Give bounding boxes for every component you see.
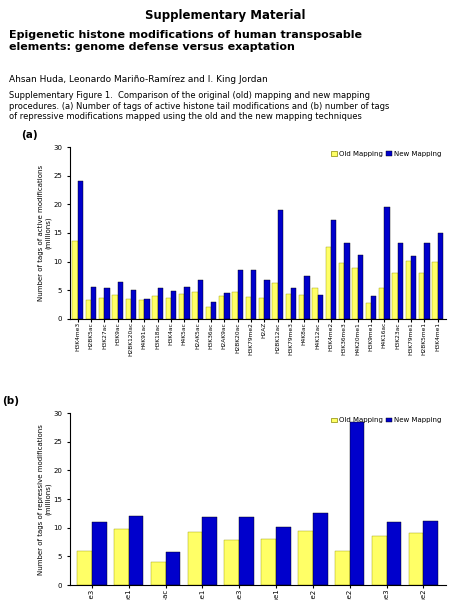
Bar	[238, 270, 243, 319]
Bar	[232, 292, 238, 319]
Bar	[276, 527, 291, 585]
Bar	[409, 533, 423, 585]
Bar	[206, 307, 211, 319]
Legend: Old Mapping, New Mapping: Old Mapping, New Mapping	[331, 151, 442, 158]
Bar	[313, 514, 328, 585]
Bar	[286, 293, 291, 319]
Bar	[384, 207, 390, 319]
Bar	[158, 288, 163, 319]
Bar	[405, 261, 411, 319]
Bar	[261, 539, 276, 585]
Bar	[365, 304, 371, 319]
Bar	[77, 551, 92, 585]
Text: (b): (b)	[2, 397, 19, 406]
Legend: Old Mapping, New Mapping: Old Mapping, New Mapping	[331, 417, 442, 424]
Bar	[259, 298, 264, 319]
Bar	[344, 243, 350, 319]
Bar	[114, 529, 129, 585]
Bar	[392, 273, 397, 319]
Bar	[139, 300, 144, 319]
Bar	[211, 302, 216, 319]
Bar	[291, 289, 296, 319]
Text: (a): (a)	[21, 130, 37, 140]
Bar	[112, 295, 118, 319]
Bar	[424, 243, 429, 319]
Bar	[371, 296, 376, 319]
Bar	[188, 532, 203, 585]
Bar	[411, 256, 416, 319]
Bar	[272, 283, 278, 319]
Bar	[372, 536, 387, 585]
Bar	[331, 220, 336, 319]
Bar	[99, 298, 104, 319]
Bar	[126, 299, 131, 319]
Bar	[192, 292, 198, 319]
Bar	[184, 287, 189, 319]
Bar	[118, 282, 123, 319]
Bar	[202, 517, 217, 585]
Bar	[312, 289, 318, 319]
Text: Ahsan Huda, Leonardo Mariño-Ramírez and I. King Jordan: Ahsan Huda, Leonardo Mariño-Ramírez and …	[9, 75, 268, 84]
Bar	[153, 296, 158, 319]
Bar	[72, 241, 78, 319]
Bar	[151, 562, 166, 585]
Bar	[171, 291, 176, 319]
Bar	[278, 210, 283, 319]
Bar	[298, 530, 313, 585]
Bar	[350, 422, 365, 585]
Bar	[225, 541, 239, 585]
Bar	[144, 299, 150, 319]
Bar	[397, 243, 403, 319]
Bar	[419, 273, 424, 319]
Bar	[335, 551, 350, 585]
Bar	[379, 289, 384, 319]
Bar	[339, 263, 344, 319]
Bar	[318, 295, 323, 319]
Bar	[299, 295, 304, 319]
Y-axis label: Number of tags of repressive modifications
(millions): Number of tags of repressive modificatio…	[38, 424, 52, 575]
Bar	[264, 280, 270, 319]
Bar	[326, 247, 331, 319]
Bar	[358, 255, 363, 319]
Bar	[86, 300, 91, 319]
Bar	[432, 262, 437, 319]
Bar	[166, 552, 180, 585]
Bar	[437, 233, 443, 319]
Bar	[92, 522, 107, 585]
Bar	[224, 293, 230, 319]
Bar	[304, 276, 310, 319]
Bar	[352, 268, 358, 319]
Bar	[246, 297, 251, 319]
Bar	[104, 288, 110, 319]
Bar	[219, 296, 224, 319]
Bar	[423, 521, 438, 585]
Y-axis label: Number of tags of active modifications
(millions): Number of tags of active modifications (…	[38, 165, 52, 301]
Bar	[239, 517, 254, 585]
Bar	[166, 298, 171, 319]
Bar	[91, 287, 96, 319]
Bar	[387, 522, 401, 585]
Bar	[251, 270, 256, 319]
Bar	[78, 181, 83, 319]
Bar	[198, 280, 203, 319]
Text: Supplementary Figure 1.  Comparison of the original (old) mapping and new mappin: Supplementary Figure 1. Comparison of th…	[9, 91, 389, 121]
Bar	[131, 290, 136, 319]
Text: Supplementary Material: Supplementary Material	[145, 9, 305, 22]
Bar	[179, 294, 184, 319]
Text: Epigenetic histone modifications of human transposable
elements: genome defense : Epigenetic histone modifications of huma…	[9, 30, 362, 52]
Bar	[129, 516, 144, 585]
